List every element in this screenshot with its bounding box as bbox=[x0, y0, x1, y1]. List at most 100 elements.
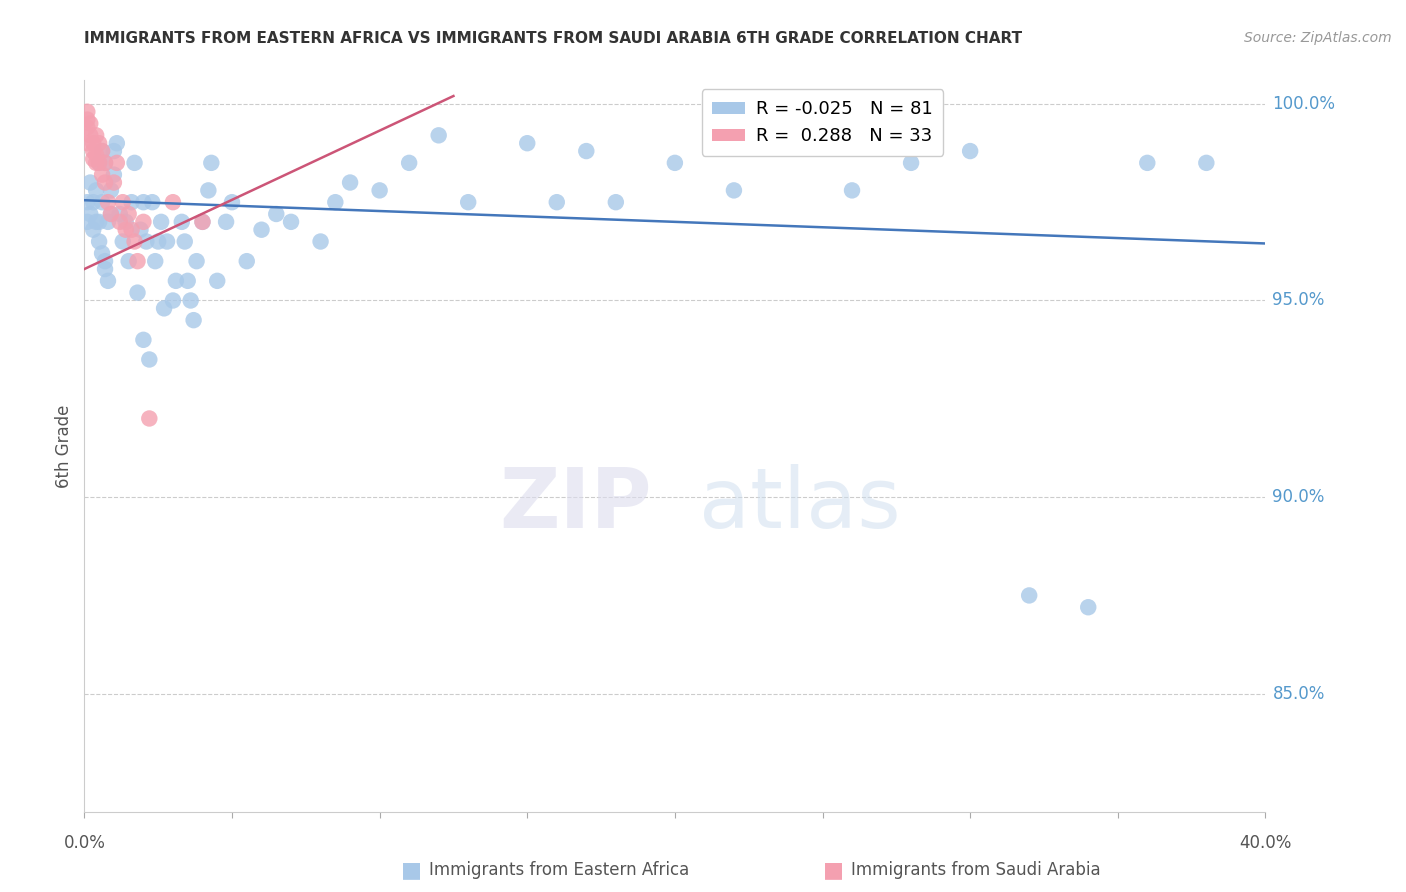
Point bbox=[87, 136, 111, 151]
Text: 90.0%: 90.0% bbox=[1272, 488, 1324, 506]
Point bbox=[1077, 600, 1099, 615]
Point bbox=[173, 235, 195, 249]
Point bbox=[191, 215, 214, 229]
Text: IMMIGRANTS FROM EASTERN AFRICA VS IMMIGRANTS FROM SAUDI ARABIA 6TH GRADE CORRELA: IMMIGRANTS FROM EASTERN AFRICA VS IMMIGR… bbox=[84, 31, 1022, 46]
Point bbox=[108, 207, 131, 221]
Point bbox=[91, 144, 114, 158]
Point bbox=[121, 223, 143, 237]
Point bbox=[100, 207, 122, 221]
Point bbox=[82, 144, 104, 158]
Point bbox=[141, 195, 163, 210]
Text: Source: ZipAtlas.com: Source: ZipAtlas.com bbox=[1244, 31, 1392, 45]
Point bbox=[165, 274, 187, 288]
Point bbox=[207, 274, 229, 288]
Point bbox=[87, 156, 111, 170]
Point bbox=[94, 156, 117, 170]
Point bbox=[105, 136, 128, 151]
Point bbox=[84, 215, 107, 229]
Point bbox=[546, 195, 568, 210]
Point bbox=[280, 215, 302, 229]
Point bbox=[91, 144, 114, 158]
Point bbox=[84, 148, 107, 162]
Point bbox=[132, 195, 155, 210]
Point bbox=[398, 156, 420, 170]
Point bbox=[111, 195, 134, 210]
Text: Immigrants from Eastern Africa: Immigrants from Eastern Africa bbox=[429, 861, 689, 879]
Point bbox=[605, 195, 627, 210]
Text: 40.0%: 40.0% bbox=[1239, 834, 1292, 852]
Point bbox=[79, 176, 101, 190]
Point bbox=[153, 301, 176, 316]
Point bbox=[100, 207, 122, 221]
Point bbox=[177, 274, 200, 288]
Point bbox=[79, 207, 101, 221]
Point bbox=[200, 156, 222, 170]
Point bbox=[118, 207, 141, 221]
Text: atlas: atlas bbox=[699, 464, 900, 545]
Point bbox=[1136, 156, 1159, 170]
Point bbox=[76, 215, 98, 229]
Point bbox=[457, 195, 479, 210]
Text: Immigrants from Saudi Arabia: Immigrants from Saudi Arabia bbox=[851, 861, 1101, 879]
Point bbox=[575, 144, 598, 158]
Point bbox=[516, 136, 538, 151]
Point bbox=[76, 136, 98, 151]
Point bbox=[84, 128, 107, 143]
Point bbox=[94, 176, 117, 190]
Point bbox=[170, 215, 193, 229]
Point bbox=[959, 144, 981, 158]
Point bbox=[138, 352, 160, 367]
Point bbox=[162, 293, 184, 308]
Point bbox=[79, 116, 101, 130]
Point bbox=[266, 207, 288, 221]
Point bbox=[162, 195, 184, 210]
Point bbox=[91, 195, 114, 210]
Point bbox=[87, 215, 111, 229]
Point bbox=[180, 293, 202, 308]
Point bbox=[124, 156, 146, 170]
Point bbox=[221, 195, 243, 210]
Point bbox=[339, 176, 361, 190]
Point bbox=[94, 254, 117, 268]
Point bbox=[723, 183, 745, 197]
Point bbox=[121, 195, 143, 210]
Text: ■: ■ bbox=[823, 860, 844, 880]
Point bbox=[105, 156, 128, 170]
Point bbox=[309, 235, 332, 249]
Text: ZIP: ZIP bbox=[499, 464, 651, 545]
Point bbox=[427, 128, 450, 143]
Point bbox=[156, 235, 179, 249]
Text: ■: ■ bbox=[401, 860, 422, 880]
Point bbox=[103, 144, 125, 158]
Point bbox=[87, 235, 111, 249]
Point bbox=[82, 136, 104, 151]
Point bbox=[97, 274, 120, 288]
Point bbox=[135, 235, 157, 249]
Point bbox=[94, 156, 117, 170]
Point bbox=[103, 168, 125, 182]
Point bbox=[325, 195, 347, 210]
Point bbox=[186, 254, 208, 268]
Point bbox=[138, 411, 160, 425]
Point bbox=[127, 254, 149, 268]
Point bbox=[84, 183, 107, 197]
Point bbox=[129, 223, 152, 237]
Point bbox=[108, 215, 131, 229]
Point bbox=[183, 313, 205, 327]
Point bbox=[76, 120, 98, 135]
Point bbox=[124, 235, 146, 249]
Point bbox=[76, 195, 98, 210]
Point bbox=[1018, 589, 1040, 603]
Point bbox=[368, 183, 391, 197]
Text: 100.0%: 100.0% bbox=[1272, 95, 1336, 113]
Point bbox=[103, 176, 125, 190]
Point bbox=[114, 215, 136, 229]
Point bbox=[97, 215, 120, 229]
Point bbox=[91, 246, 114, 260]
Point bbox=[114, 223, 136, 237]
Point bbox=[900, 156, 922, 170]
Point bbox=[236, 254, 259, 268]
Point bbox=[148, 235, 170, 249]
Text: 0.0%: 0.0% bbox=[63, 834, 105, 852]
Point bbox=[91, 168, 114, 182]
